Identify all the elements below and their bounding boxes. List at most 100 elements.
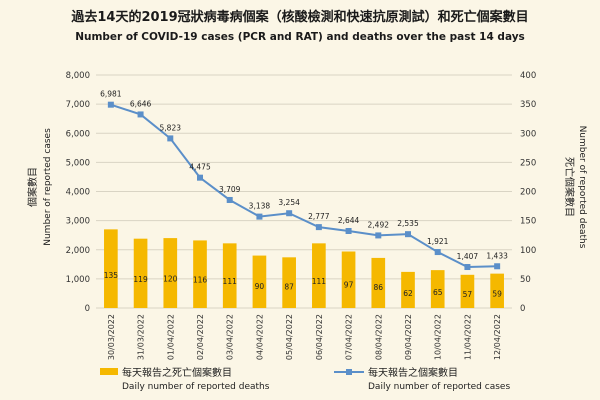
legend-deaths-label: Daily number of reported deaths <box>122 382 270 392</box>
x-tick-label: 31/03/2022 <box>137 314 146 360</box>
cases-point-label: 2,644 <box>338 216 360 225</box>
right-tick-label: 400 <box>520 71 536 81</box>
legend-deaths-swatch <box>100 368 118 375</box>
death-bar <box>163 238 178 308</box>
cases-point-label: 1,921 <box>427 237 449 246</box>
death-bar-label: 86 <box>374 283 384 292</box>
x-tick-label: 03/04/2022 <box>226 314 235 360</box>
x-tick-label: 12/04/2022 <box>493 314 502 360</box>
death-bar-label: 120 <box>163 275 178 284</box>
gridlines <box>96 74 512 309</box>
cases-point-label: 1,407 <box>457 252 479 261</box>
death-bar <box>133 238 148 308</box>
cases-point <box>494 263 501 270</box>
right-axis-label-zh: 死亡個案數目 <box>563 157 576 217</box>
cases-point-label: 2,492 <box>368 220 390 229</box>
death-bar <box>312 243 326 308</box>
cases-point-label: 3,709 <box>219 185 241 194</box>
death-bar <box>401 271 415 308</box>
cases-point-label: 3,254 <box>278 198 300 207</box>
cases-point <box>256 213 263 220</box>
left-tick-label: 3,000 <box>66 217 90 227</box>
x-tick-label: 04/04/2022 <box>255 314 264 360</box>
chart-subtitle: Number of COVID-19 cases (PCR and RAT) a… <box>75 31 525 43</box>
legend-cases-label-zh: 每天報告之個案數目 <box>368 366 458 379</box>
legend-deaths-label-zh: 每天報告之死亡個案數目 <box>122 366 232 379</box>
left-tick-label: 8,000 <box>66 71 90 81</box>
right-tick-label: 150 <box>520 217 536 227</box>
chart-title: 過去14天的2019冠狀病毒病個案（核酸檢測和快速抗原測試）和死亡個案數目 <box>70 9 528 25</box>
death-bar-label: 65 <box>433 288 443 297</box>
cases-point <box>167 135 174 142</box>
cases-point <box>375 232 382 239</box>
x-tick-label: 09/04/2022 <box>404 314 413 360</box>
cases-point <box>137 111 144 118</box>
x-tick-label: 02/04/2022 <box>196 314 205 360</box>
x-tick-label: 30/03/2022 <box>107 314 116 360</box>
cases-point-label: 2,535 <box>397 219 419 228</box>
death-bar-label: 111 <box>223 277 238 286</box>
left-tick-label: 4,000 <box>66 188 90 198</box>
cases-line: 6,981 6,646 5,823 4,475 3,709 3,138 3,254 2,777… <box>100 90 508 271</box>
death-bar <box>460 274 475 308</box>
cases-point <box>107 101 114 108</box>
legend-cases: 每天報告之個案數目 Daily number of reported cases <box>334 366 510 392</box>
left-tick-label: 0 <box>85 304 90 314</box>
death-bar <box>193 240 207 308</box>
x-tick-label: 08/04/2022 <box>374 314 383 360</box>
right-tick-label: 300 <box>520 129 536 139</box>
death-bar-label: 116 <box>193 276 208 285</box>
cases-point <box>345 227 352 234</box>
death-bar <box>341 251 356 308</box>
right-tick-label: 0 <box>520 304 525 314</box>
cases-point-label: 1,433 <box>486 251 508 260</box>
death-bar-label: 62 <box>403 289 413 298</box>
death-bars: 135 119 120 116 111 90 87 111 97 86 62 65 57 59 <box>104 229 504 308</box>
x-tick-label: 05/04/2022 <box>285 314 294 360</box>
x-axis-ticks: 30/03/2022 31/03/2022 01/04/2022 02/04/2022… <box>107 314 502 360</box>
death-bar-label: 57 <box>463 290 473 299</box>
legend-cases-label: Daily number of reported cases <box>368 382 510 392</box>
cases-point <box>434 249 441 256</box>
death-bar-label: 135 <box>104 271 119 280</box>
right-tick-label: 100 <box>520 246 536 256</box>
death-bar <box>430 270 445 308</box>
left-axis-label-zh: 個案數目 <box>26 167 39 207</box>
right-tick-label: 200 <box>520 188 536 198</box>
left-tick-label: 2,000 <box>66 246 90 256</box>
right-axis-ticks: 0 50 100 150 200 250 300 350 400 <box>520 71 536 314</box>
death-bar <box>282 257 296 308</box>
death-bar <box>490 273 504 308</box>
left-tick-label: 1,000 <box>66 275 90 285</box>
right-tick-label: 50 <box>520 275 531 285</box>
death-bar <box>104 229 118 308</box>
death-bar-label: 87 <box>284 283 294 292</box>
cases-point <box>197 174 203 181</box>
death-bar <box>252 255 267 308</box>
right-tick-label: 250 <box>520 158 536 168</box>
left-tick-label: 7,000 <box>66 100 90 110</box>
legend-deaths: 每天報告之死亡個案數目 Daily number of reported dea… <box>100 366 270 392</box>
left-tick-label: 5,000 <box>66 158 90 168</box>
cases-point-label: 5,823 <box>160 123 182 132</box>
cases-point-label: 3,138 <box>249 202 271 211</box>
death-bar-label: 97 <box>344 280 354 289</box>
cases-point <box>286 210 293 217</box>
right-axis-label: Number of reported deaths <box>577 126 587 249</box>
death-bar-label: 59 <box>492 290 502 299</box>
left-axis-label: Number of reported cases <box>43 128 53 246</box>
cases-point-label: 6,981 <box>100 90 122 99</box>
death-bar-label: 119 <box>133 275 148 284</box>
cases-point-label: 2,777 <box>308 212 330 221</box>
death-bar <box>371 257 386 308</box>
death-bar-label: 90 <box>255 282 265 291</box>
cases-point <box>405 231 411 238</box>
x-tick-label: 11/04/2022 <box>463 314 472 360</box>
x-tick-label: 01/04/2022 <box>166 314 175 360</box>
left-tick-label: 6,000 <box>66 129 90 139</box>
death-bar <box>222 243 237 308</box>
x-tick-label: 07/04/2022 <box>345 314 354 360</box>
cases-polyline <box>110 103 498 269</box>
cases-point <box>315 224 322 231</box>
